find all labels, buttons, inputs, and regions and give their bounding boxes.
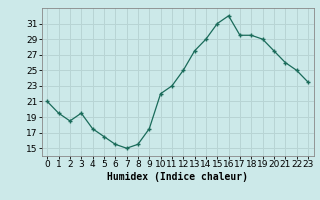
X-axis label: Humidex (Indice chaleur): Humidex (Indice chaleur) [107,172,248,182]
